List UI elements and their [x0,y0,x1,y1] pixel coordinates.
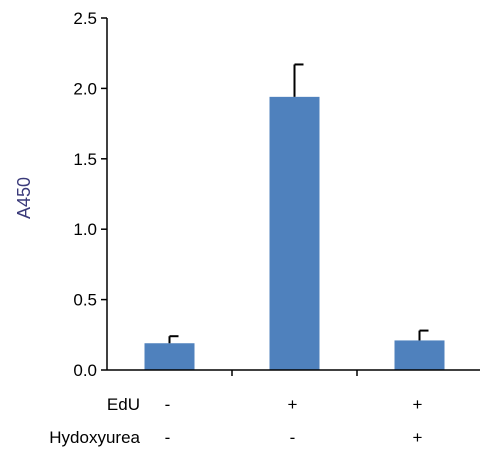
condition-row-label: Hydoxyurea [49,428,140,447]
x-axis [107,369,480,376]
y-tick-label: 2.5 [73,9,97,28]
y-axis-title: A450 [14,177,34,219]
condition-value: - [165,395,171,414]
y-axis: 0.0 0.5 1.0 1.5 2.0 2.5 [73,9,108,380]
condition-value: + [288,395,298,414]
bars [144,96,445,371]
y-tick-label: 1.5 [73,150,97,169]
condition-table: EdU - + + Hydoxyurea - - + [49,395,422,447]
y-tick-label: 0.5 [73,291,97,310]
bar [269,96,320,371]
condition-value: + [413,428,423,447]
condition-value: - [165,428,171,447]
error-bars [168,63,429,344]
bar [394,340,445,370]
condition-value: - [290,428,296,447]
y-tick-label: 0.0 [73,361,97,380]
y-tick-label: 1.0 [73,220,97,239]
y-tick-label: 2.0 [73,79,97,98]
condition-value: + [413,395,423,414]
condition-row-label: EdU [107,395,140,414]
bar [144,343,195,370]
